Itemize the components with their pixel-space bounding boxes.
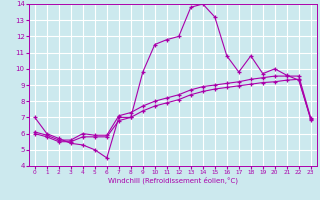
X-axis label: Windchill (Refroidissement éolien,°C): Windchill (Refroidissement éolien,°C) — [108, 177, 238, 184]
